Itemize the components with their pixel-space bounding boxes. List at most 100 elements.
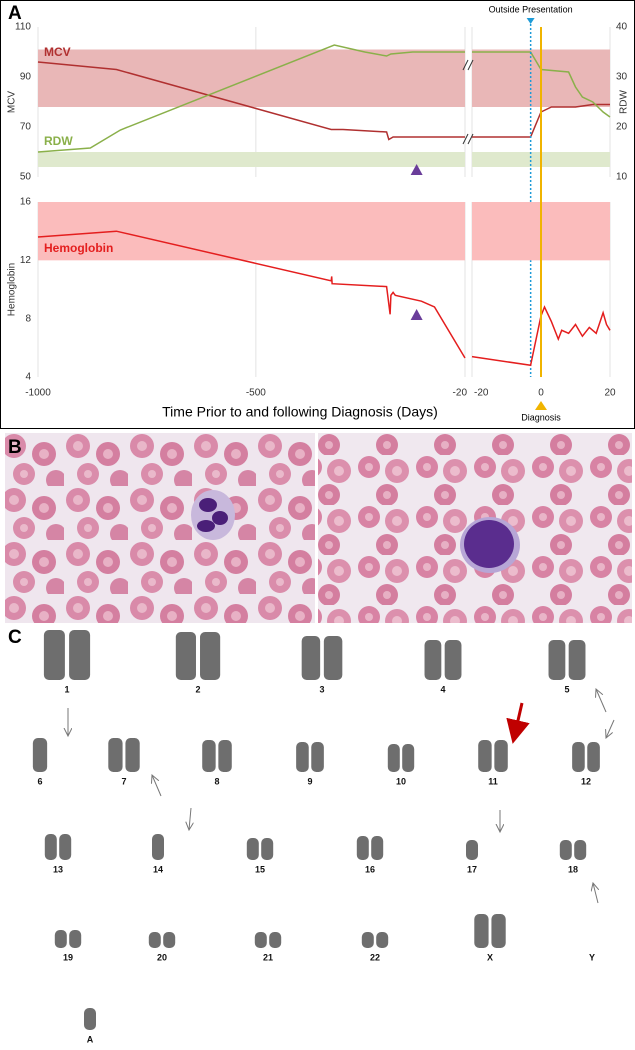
chromosome	[108, 738, 123, 772]
chromosome-label: 5	[564, 684, 569, 694]
chromosome	[548, 640, 566, 680]
chromosome	[568, 640, 586, 680]
chromosome	[152, 834, 164, 860]
y-tick-label: 90	[20, 72, 32, 83]
chromosome	[254, 932, 267, 948]
chromosome	[572, 742, 585, 772]
y-tick-label: 16	[20, 197, 32, 208]
series-label: RDW	[44, 134, 73, 148]
panel-letter: B	[8, 437, 22, 458]
chromosome-label: 13	[53, 864, 63, 874]
chromosome	[474, 914, 489, 948]
blood-smear-image	[5, 433, 315, 623]
chromosome-label: 20	[157, 952, 167, 962]
chromosome-label: 2	[195, 684, 200, 694]
chromosome	[587, 742, 600, 772]
chromosome	[559, 840, 572, 860]
y-tick-label: 12	[20, 255, 32, 266]
neutrophil	[191, 490, 235, 540]
chromosome	[44, 834, 57, 860]
chromosome	[175, 632, 196, 680]
chromosome	[478, 740, 492, 772]
chromosome	[269, 932, 282, 948]
chromosome	[69, 930, 82, 948]
chromosome	[125, 738, 140, 772]
chromosome-label: 11	[488, 776, 498, 786]
chromosome	[371, 836, 384, 860]
normal-range-band	[38, 152, 465, 167]
chromosome-label: A	[87, 1034, 94, 1044]
chromosome	[311, 742, 324, 772]
y2-tick-label: 20	[616, 122, 628, 133]
chromosome	[163, 932, 176, 948]
chromosome-label: 19	[63, 952, 73, 962]
y-axis-title: Hemoglobin	[7, 263, 18, 316]
y-tick-label: 50	[20, 172, 32, 183]
chromosome-label: 15	[255, 864, 265, 874]
x-tick-label: 0	[538, 388, 544, 399]
chromosome-label: 16	[365, 864, 375, 874]
y-tick-label: 110	[15, 22, 31, 33]
y-tick-label: 70	[20, 122, 32, 133]
chromosome	[32, 738, 48, 772]
y2-tick-label: 10	[616, 172, 628, 183]
chromosome	[491, 914, 506, 948]
chromosome	[261, 838, 274, 860]
series-label: MCV	[44, 45, 71, 59]
chromosome	[494, 740, 508, 772]
y2-tick-label: 40	[616, 22, 628, 33]
chromosome-label: 22	[370, 952, 380, 962]
y-axis-title: MCV	[7, 91, 18, 114]
chromosome-label: 17	[467, 864, 477, 874]
y2-axis-title: RDW	[619, 90, 630, 114]
chromosome-label: 14	[153, 864, 163, 874]
chromosome	[444, 640, 462, 680]
chromosome	[376, 932, 389, 948]
panel-letter: C	[8, 627, 22, 648]
chromosome	[301, 636, 321, 680]
chromosome-label: 1	[64, 684, 69, 694]
chromosome-label: 4	[440, 684, 445, 694]
chromosome-label: 6	[37, 776, 42, 786]
annotation-label: Diagnosis	[521, 412, 561, 422]
chromosome	[361, 932, 374, 948]
chromosome-label: 21	[263, 952, 273, 962]
blast-cell	[460, 517, 520, 573]
series-label: Hemoglobin	[44, 241, 113, 255]
arrows	[68, 689, 615, 904]
event-marker	[410, 309, 423, 320]
x-axis-title: Time Prior to and following Diagnosis (D…	[162, 404, 438, 420]
chromosome	[202, 740, 216, 772]
chromosome-label: 8	[214, 776, 219, 786]
x-tick-label: -500	[246, 388, 266, 399]
x-tick-label: 20	[604, 388, 616, 399]
chromosome	[402, 744, 415, 772]
chromosome	[148, 932, 161, 948]
chromosome	[574, 840, 587, 860]
x-tick-label: -1000	[25, 388, 51, 399]
annotation-label: Outside Presentation	[489, 4, 573, 14]
event-marker	[410, 164, 423, 175]
chromosome-label: Y	[589, 952, 595, 962]
chromosome	[69, 630, 91, 680]
chromosome	[296, 742, 309, 772]
annotation-marker	[526, 18, 535, 24]
chromosome-label: 10	[396, 776, 406, 786]
panel-letter: A	[8, 3, 22, 24]
chromosome	[59, 834, 72, 860]
chromosome-label: 12	[581, 776, 591, 786]
chromosome-label: 18	[568, 864, 578, 874]
chromosome	[356, 836, 369, 860]
series-line	[37, 44, 611, 153]
chromosome	[246, 838, 259, 860]
panel-a: -1000 -500 -20 -20 0 20 Time Prior to and foll…	[7, 4, 630, 422]
y-tick-label: 8	[25, 313, 31, 324]
annotation-marker	[535, 401, 547, 410]
x-tick-label: -20	[453, 388, 468, 399]
chromosome	[323, 636, 343, 680]
chromosome-label: 7	[121, 776, 126, 786]
chromosome	[200, 632, 221, 680]
